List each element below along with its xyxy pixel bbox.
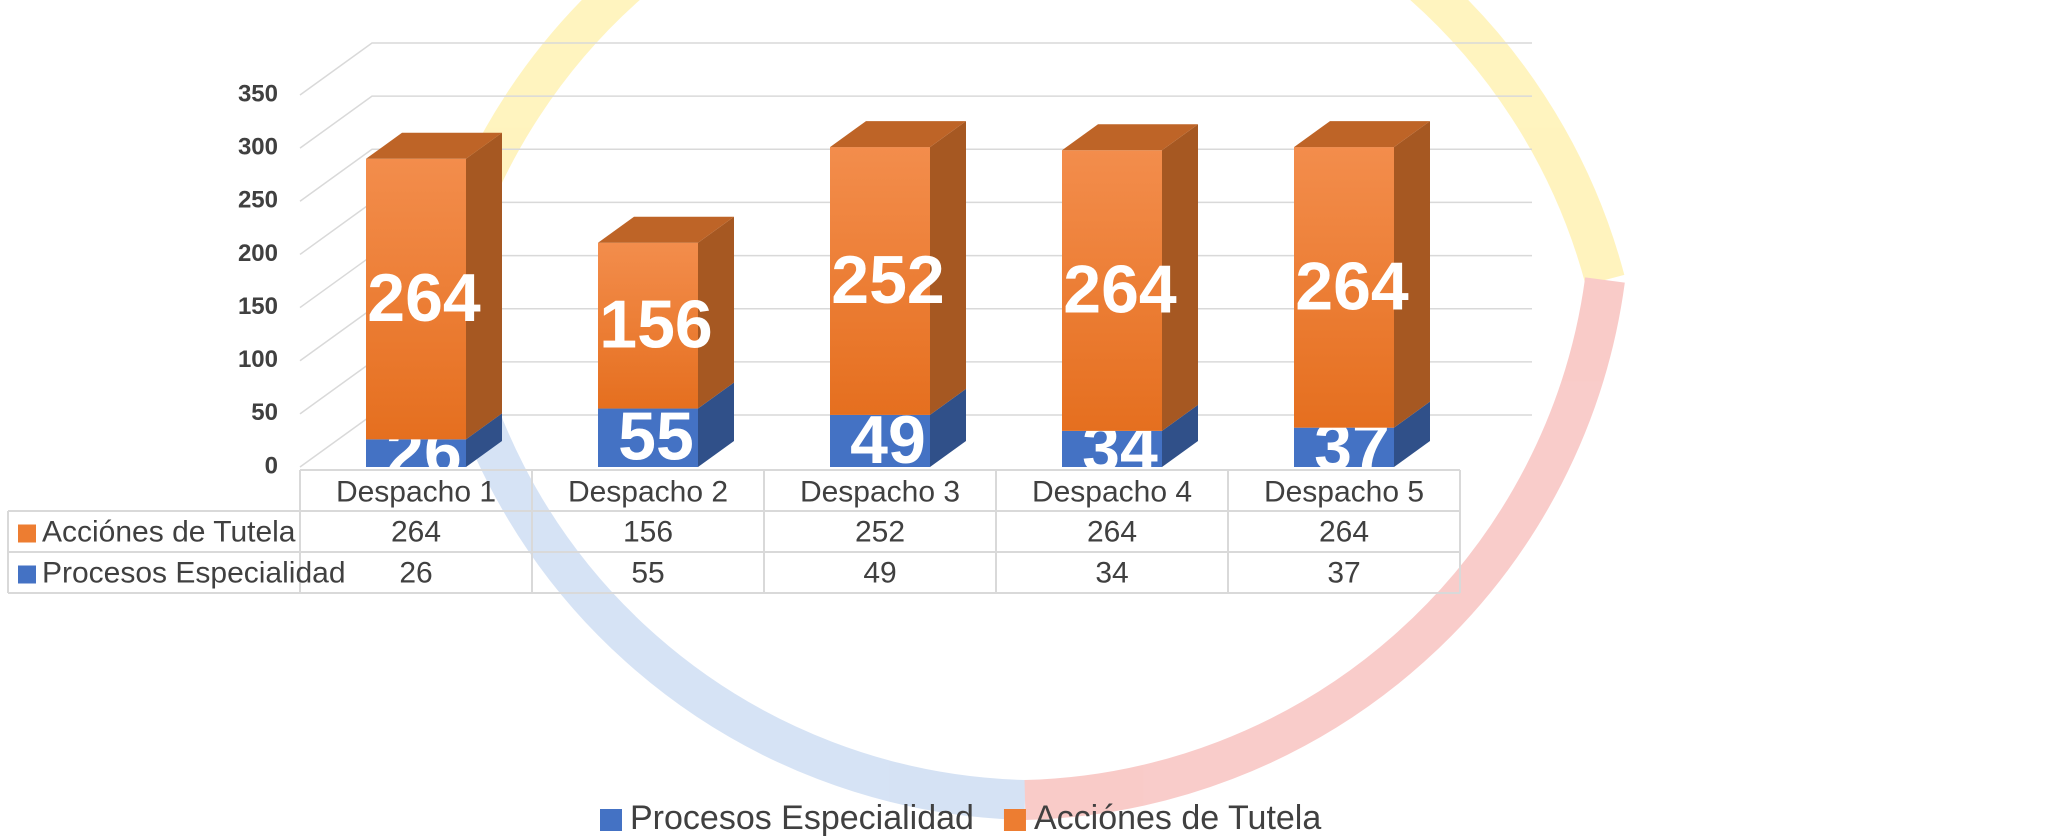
x-tick-label: Despacho 1 <box>336 475 496 508</box>
table-cell: 264 <box>1087 515 1137 548</box>
value-label: 264 <box>367 260 481 336</box>
table-cell: 264 <box>1319 515 1369 548</box>
legend: Procesos Especialidad Acciónes de Tutela <box>600 799 1321 837</box>
table-cell: 55 <box>631 556 664 589</box>
legend-label: Procesos Especialidad <box>630 799 974 837</box>
legend-key <box>600 809 622 831</box>
table-legend-key <box>18 566 36 584</box>
x-tick-label: Despacho 3 <box>800 475 960 508</box>
table-cell: 264 <box>391 515 441 548</box>
x-tick-label: Despacho 4 <box>1032 475 1192 508</box>
value-label: 252 <box>831 242 944 318</box>
value-label: 264 <box>1295 248 1409 324</box>
table-row-label: Procesos Especialidad <box>42 556 346 589</box>
table-cell: 34 <box>1095 556 1128 589</box>
x-tick-label: Despacho 5 <box>1264 475 1424 508</box>
y-tick-label: 350 <box>238 80 278 107</box>
table-row-label: Acciónes de Tutela <box>42 515 296 548</box>
y-tick-label: 250 <box>238 187 278 214</box>
grid-line <box>300 43 1532 95</box>
y-tick-label: 150 <box>238 293 278 320</box>
x-tick-label: Despacho 2 <box>568 475 728 508</box>
table-cell: 37 <box>1327 556 1360 589</box>
page: {"chart_data": { "type": "bar", "stacked… <box>0 0 2046 839</box>
data-table: Despacho 1 Despacho 2 Despacho 3 Despacho 4… <box>8 470 1460 593</box>
y-tick-label: 50 <box>251 399 278 426</box>
table-legend-key <box>18 525 36 543</box>
table-cell: 156 <box>623 515 673 548</box>
legend-label: Acciónes de Tutela <box>1034 799 1321 837</box>
y-tick-label: 300 <box>238 133 278 160</box>
table-cell: 26 <box>399 556 432 589</box>
y-tick-label: 200 <box>238 240 278 267</box>
y-tick-label: 100 <box>238 346 278 373</box>
y-tick-label: 0 <box>265 452 278 479</box>
value-label: 55 <box>618 399 694 475</box>
table-cell: 252 <box>855 515 905 548</box>
legend-key <box>1004 809 1026 831</box>
chart: 0 50 100 150 200 250 300 350 26 264 55 156 49 252 34 2… <box>0 0 2046 839</box>
table-cell: 49 <box>863 556 896 589</box>
value-label: 264 <box>1063 252 1177 328</box>
value-label: 156 <box>599 287 712 363</box>
